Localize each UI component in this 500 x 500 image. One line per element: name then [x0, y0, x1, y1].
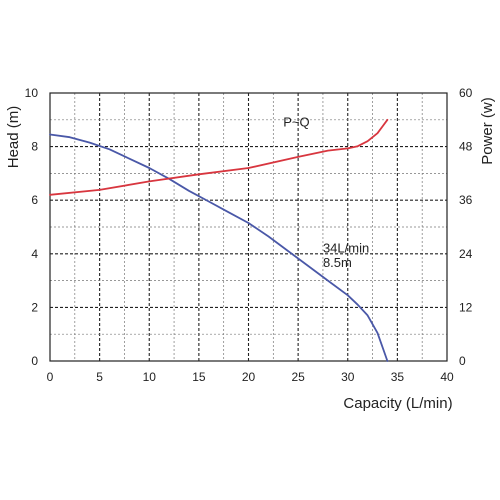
x-tick-label: 35: [391, 370, 405, 384]
y-left-tick-label: 2: [31, 300, 38, 314]
y-left-tick-label: 4: [31, 247, 38, 261]
y-right-tick-label: 24: [459, 247, 473, 261]
annotation-capacity: 34L/min: [323, 240, 369, 255]
x-axis-label: Capacity (L/min): [343, 395, 452, 412]
x-tick-label: 15: [192, 370, 206, 384]
x-tick-label: 30: [341, 370, 355, 384]
x-tick-label: 40: [440, 370, 454, 384]
y-left-tick-label: 8: [31, 140, 38, 154]
y-right-tick-label: 60: [459, 86, 473, 100]
grid: [50, 93, 447, 361]
y-left-tick-label: 0: [31, 354, 38, 368]
y-right-tick-label: 0: [459, 354, 466, 368]
y-axis-left-label: Head (m): [5, 106, 22, 169]
y-right-tick-label: 48: [459, 140, 473, 154]
y-right-tick-label: 12: [459, 300, 473, 314]
y-left-tick-label: 10: [25, 86, 39, 100]
x-tick-label: 10: [143, 370, 157, 384]
series-layer: [49, 118, 389, 362]
y-left-tick-label: 6: [31, 193, 38, 207]
x-tick-label: 20: [242, 370, 256, 384]
x-tick-label: 0: [47, 370, 54, 384]
y-right-tick-label: 36: [459, 193, 473, 207]
annotation-head: 8.5m: [323, 255, 352, 270]
x-tick-label: 5: [96, 370, 103, 384]
head-curve-line: [49, 133, 389, 362]
annotation-pq-label: P~Q: [283, 115, 309, 130]
power-curve-line: [49, 118, 389, 196]
y-axis-right-label: Power (w): [479, 97, 496, 165]
x-tick-label: 25: [291, 370, 305, 384]
plot-frame: [49, 92, 448, 362]
